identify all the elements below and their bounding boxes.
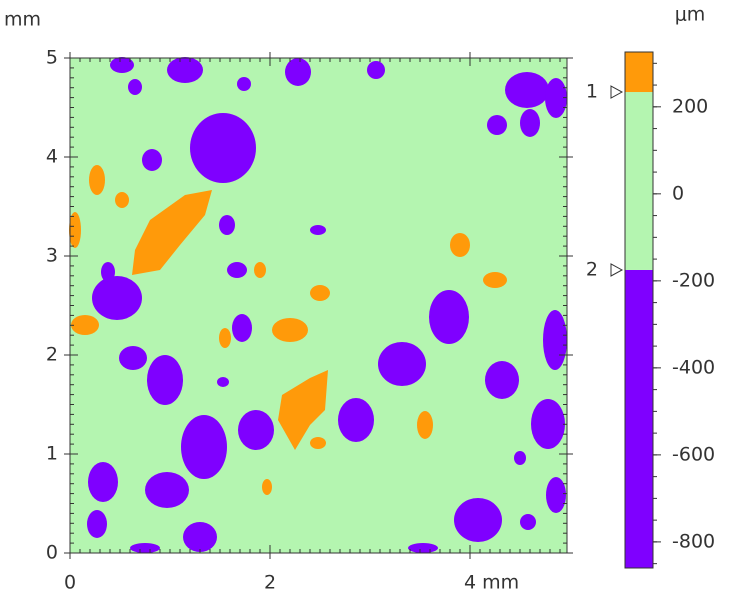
colorbar-band bbox=[625, 52, 653, 93]
x-tick-label: 2 bbox=[264, 572, 276, 594]
threshold-label: 2 bbox=[586, 258, 598, 280]
colorbar-frame bbox=[624, 51, 654, 569]
y-tick-label: 1 bbox=[46, 443, 58, 465]
y-tick-label: 5 bbox=[46, 47, 58, 69]
colorbar-tick-label: -800 bbox=[672, 530, 715, 552]
y-tick-label: 4 bbox=[46, 146, 58, 168]
colorbar-tick-label: 0 bbox=[672, 182, 684, 204]
y-tick-label: 0 bbox=[46, 542, 58, 564]
colorbar-tick-label: -200 bbox=[672, 269, 715, 291]
high-regions bbox=[69, 165, 507, 495]
threshold-label: 1 bbox=[586, 81, 598, 103]
x-tick-label: 0 bbox=[64, 572, 76, 594]
colorbar-band bbox=[625, 92, 653, 270]
y-axis-label: mm bbox=[4, 9, 41, 31]
y-tick-label: 2 bbox=[46, 344, 58, 366]
colorbar-band bbox=[625, 269, 653, 568]
colorbar-tick-label: -600 bbox=[672, 443, 715, 465]
colorbar-tick-label: 200 bbox=[672, 95, 708, 117]
colorbar-label: μm bbox=[675, 4, 706, 26]
colorbar-tick-label: -400 bbox=[672, 356, 715, 378]
map-background bbox=[70, 58, 567, 553]
x-tick-label: 4 mm bbox=[464, 572, 519, 594]
y-tick-label: 3 bbox=[46, 245, 58, 267]
threshold-marker bbox=[610, 263, 624, 277]
threshold-marker bbox=[610, 85, 624, 99]
low-regions bbox=[87, 57, 567, 553]
